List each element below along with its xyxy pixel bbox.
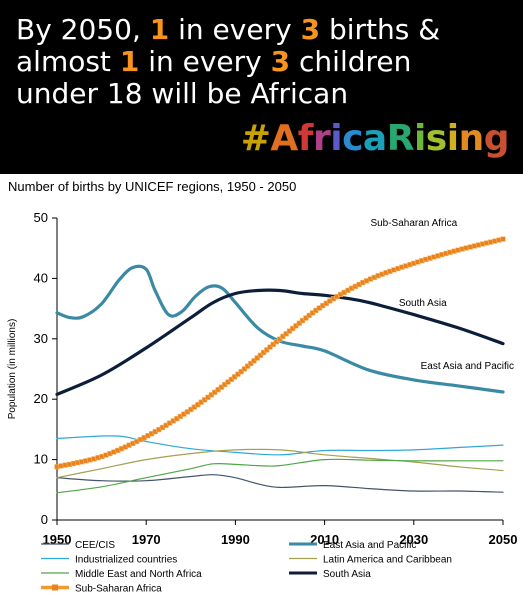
y-tick-label: 20 xyxy=(34,391,48,406)
hashtag-letter: a xyxy=(362,118,387,159)
legend-label-industrialized-countries: Industrialized countries xyxy=(75,555,177,566)
series-line-industrialized-countries xyxy=(56,435,504,456)
hashtag-letter: R xyxy=(386,118,415,159)
chart-title: Number of births by UNICEF regions, 1950… xyxy=(8,179,297,194)
legend-label-cee-cis: CEE/CIS xyxy=(75,540,115,551)
headline-text: in every xyxy=(169,13,301,46)
hashtag-letter: i xyxy=(446,118,459,159)
series-marker-sub-saharan-africa xyxy=(264,347,270,353)
series-line-latin-america-and-caribbean xyxy=(56,448,504,479)
x-tick-label: 2010 xyxy=(310,532,339,547)
series-marker-sub-saharan-africa xyxy=(232,374,238,380)
x-tick-label: 2030 xyxy=(399,532,428,547)
legend-label-south-asia: South Asia xyxy=(323,569,371,580)
y-tick-label: 0 xyxy=(41,512,48,527)
headline: By 2050, 1 in every 3 births & almost 1 … xyxy=(16,14,516,110)
headline-banner: By 2050, 1 in every 3 births & almost 1 … xyxy=(0,0,523,174)
y-tick-label: 40 xyxy=(34,270,48,285)
x-tick-label: 1970 xyxy=(132,532,161,547)
series-marker-sub-saharan-africa xyxy=(254,355,260,361)
headline-highlight: 1 xyxy=(149,13,170,46)
series-marker-sub-saharan-africa xyxy=(212,389,218,395)
x-tick-label: 1950 xyxy=(43,532,72,547)
series-marker-sub-saharan-africa xyxy=(277,336,283,342)
headline-text: under 18 will be African xyxy=(16,77,349,110)
series-marker-sub-saharan-africa xyxy=(251,358,257,364)
hashtag-letter: A xyxy=(270,118,298,159)
headline-line-1: By 2050, 1 in every 3 births & xyxy=(16,14,516,46)
x-tick-label: 2050 xyxy=(489,532,518,547)
hashtag-letter: s xyxy=(425,118,447,159)
series-marker-sub-saharan-africa xyxy=(248,360,254,367)
series-marker-sub-saharan-africa xyxy=(293,323,299,329)
headline-highlight: 3 xyxy=(300,13,321,46)
series-marker-sub-saharan-africa xyxy=(283,331,289,337)
series-marker-sub-saharan-africa xyxy=(267,344,273,350)
series-marker-sub-saharan-africa xyxy=(296,320,302,326)
series-marker-sub-saharan-africa xyxy=(303,315,309,321)
series-marker-sub-saharan-africa xyxy=(270,341,276,348)
series-marker-sub-saharan-africa xyxy=(500,236,506,242)
series-line-south-asia xyxy=(55,288,505,396)
series-marker-sub-saharan-africa xyxy=(218,384,225,390)
headline-text: births & xyxy=(320,13,441,46)
headline-text: children xyxy=(290,45,412,78)
y-tick-label: 30 xyxy=(34,331,48,346)
legend-label-sub-saharan-africa: Sub-Saharan Africa xyxy=(75,584,162,595)
headline-text: By 2050, xyxy=(16,13,150,46)
y-axis-label: Population (in millions) xyxy=(7,319,18,420)
series-line-middle-east-and-north-africa xyxy=(56,458,504,494)
y-tick-label: 50 xyxy=(34,210,48,225)
hashtag-letter: g xyxy=(483,118,510,159)
headline-highlight: 1 xyxy=(119,45,140,78)
legend-label-latin-america-and-caribbean: Latin America and Caribbean xyxy=(323,555,452,566)
legend-marker-sub-saharan-africa xyxy=(52,584,58,591)
hashtag-letter: n xyxy=(458,118,485,159)
series-marker-sub-saharan-africa xyxy=(260,349,267,356)
series-marker-sub-saharan-africa xyxy=(235,371,241,377)
series-marker-sub-saharan-africa xyxy=(273,339,280,345)
hashtag-letter: r xyxy=(312,118,331,159)
hashtag: #AfricaRising xyxy=(240,118,510,159)
series-label-east-asia-and-pacific: East Asia and Pacific xyxy=(421,361,514,372)
headline-line-2: almost 1 in every 3 children xyxy=(16,46,516,78)
x-tick-label: 1990 xyxy=(221,532,250,547)
series-marker-sub-saharan-africa xyxy=(290,325,296,332)
series-marker-sub-saharan-africa xyxy=(245,363,251,369)
headline-text: almost xyxy=(16,45,120,78)
series-marker-sub-saharan-africa xyxy=(238,368,244,375)
series-marker-sub-saharan-africa xyxy=(280,333,286,340)
hashtag-letter: # xyxy=(240,118,271,159)
y-tick-label: 10 xyxy=(34,452,48,467)
series-label-south-asia: South Asia xyxy=(399,298,447,309)
series-label-sub-saharan-africa: Sub-Saharan Africa xyxy=(370,218,457,229)
series-marker-sub-saharan-africa xyxy=(257,352,264,358)
hashtag-letter: f xyxy=(297,118,314,159)
headline-highlight: 3 xyxy=(270,45,291,78)
series-marker-sub-saharan-africa xyxy=(228,376,234,383)
series-marker-sub-saharan-africa xyxy=(225,379,231,385)
headline-text: in every xyxy=(139,45,271,78)
hashtag-letter: i xyxy=(413,118,426,159)
legend-label-middle-east-and-north-africa: Middle East and North Africa xyxy=(75,569,202,580)
series-line-east-asia-and-pacific xyxy=(55,264,505,394)
hashtag-letter: c xyxy=(342,118,363,159)
series-marker-sub-saharan-africa xyxy=(241,366,248,372)
series-line-cee-cis xyxy=(56,474,504,493)
hashtag-letter: i xyxy=(330,118,343,159)
legend-label-east-asia-and-pacific: East Asia and Pacific xyxy=(323,540,416,551)
headline-line-3: under 18 will be African xyxy=(16,78,516,110)
